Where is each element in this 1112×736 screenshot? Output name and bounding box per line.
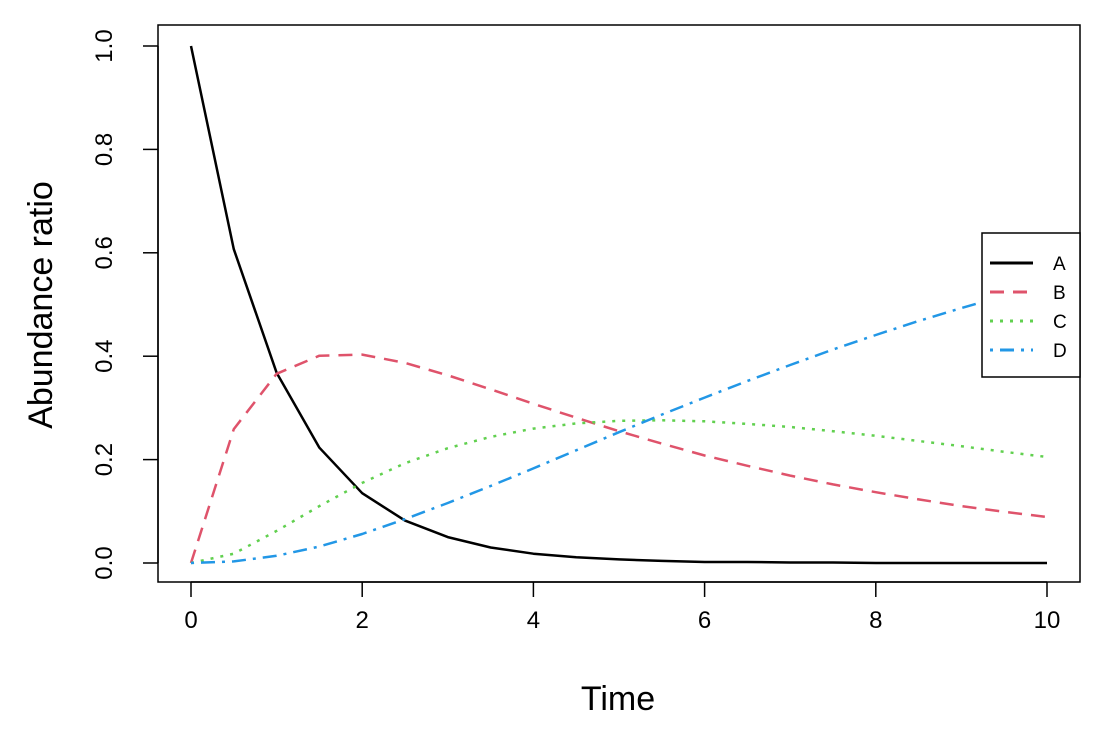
plot-frame bbox=[157, 24, 1081, 583]
y-tick-label: 0.0 bbox=[91, 546, 118, 579]
y-tick-label: 0.6 bbox=[91, 236, 118, 269]
y-tick-label: 1.0 bbox=[91, 29, 118, 62]
series-line-d bbox=[190, 282, 1048, 565]
x-axis-title: Time bbox=[581, 680, 655, 718]
x-tick-label: 2 bbox=[356, 607, 369, 634]
series-line-b bbox=[189, 353, 1048, 564]
x-tick-label: 10 bbox=[1034, 607, 1061, 634]
x-tick-label: 4 bbox=[527, 607, 540, 634]
series-line-c bbox=[190, 419, 1048, 565]
legend-label-b: B bbox=[1053, 283, 1066, 304]
series-layer bbox=[189, 45, 1048, 565]
y-axis-title: Abundance ratio bbox=[22, 181, 60, 429]
legend-label-c: C bbox=[1053, 312, 1067, 333]
legend-label-d: D bbox=[1053, 341, 1067, 362]
x-axis: 0 2 4 6 8 10 bbox=[184, 581, 1061, 634]
y-tick-label: 0.8 bbox=[91, 133, 118, 166]
series-line-a bbox=[189, 45, 1047, 565]
y-tick-label: 0.4 bbox=[91, 340, 118, 373]
x-tick-label: 8 bbox=[869, 607, 882, 634]
y-tick-label: 0.2 bbox=[91, 443, 118, 476]
x-tick-label: 6 bbox=[698, 607, 711, 634]
y-axis: 0.0 0.2 0.4 0.6 0.8 1.0 bbox=[91, 29, 159, 580]
legend-label-a: A bbox=[1053, 254, 1066, 275]
x-tick-label: 0 bbox=[184, 607, 197, 634]
legend-box bbox=[981, 232, 1081, 378]
